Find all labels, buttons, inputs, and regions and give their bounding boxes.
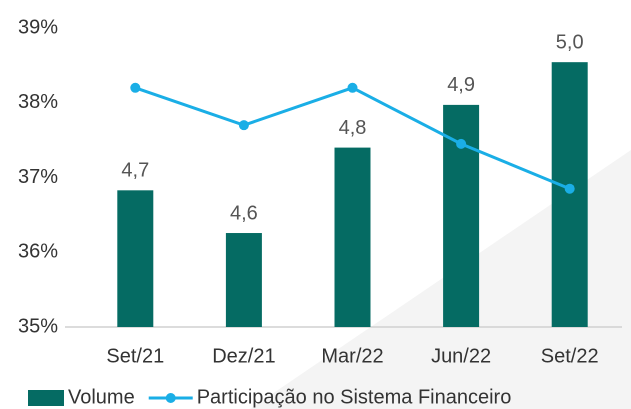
legend-label: Participação no Sistema Financeiro	[197, 386, 512, 408]
value-label: 4,6	[230, 202, 258, 224]
x-tick-label: Set/21	[106, 345, 164, 367]
legend-label: Volume	[68, 386, 135, 408]
y-tick-label: 37%	[18, 166, 58, 188]
value-label: 4,8	[339, 117, 367, 139]
legend-swatch	[28, 390, 64, 406]
background-shape	[250, 150, 631, 409]
y-tick-label: 35%	[18, 315, 58, 337]
value-label: 4,9	[447, 74, 475, 96]
y-tick-label: 39%	[18, 16, 58, 38]
bar	[334, 147, 371, 327]
x-tick-label: Set/22	[541, 345, 599, 367]
line-point	[347, 82, 358, 93]
x-tick-label: Jun/22	[431, 345, 491, 367]
value-label: 5,0	[556, 31, 584, 53]
line-point	[130, 82, 141, 93]
x-tick-label: Mar/22	[321, 345, 383, 367]
x-tick-label: Dez/21	[212, 345, 275, 367]
line-point	[238, 120, 249, 131]
bar	[225, 233, 262, 327]
line-point	[564, 183, 575, 194]
bar	[117, 190, 154, 327]
y-tick-label: 38%	[18, 91, 58, 113]
line-point	[456, 138, 467, 149]
value-label: 4,7	[121, 160, 149, 182]
legend-swatch-point	[165, 393, 176, 403]
bar	[551, 62, 588, 328]
y-tick-label: 36%	[18, 241, 58, 263]
